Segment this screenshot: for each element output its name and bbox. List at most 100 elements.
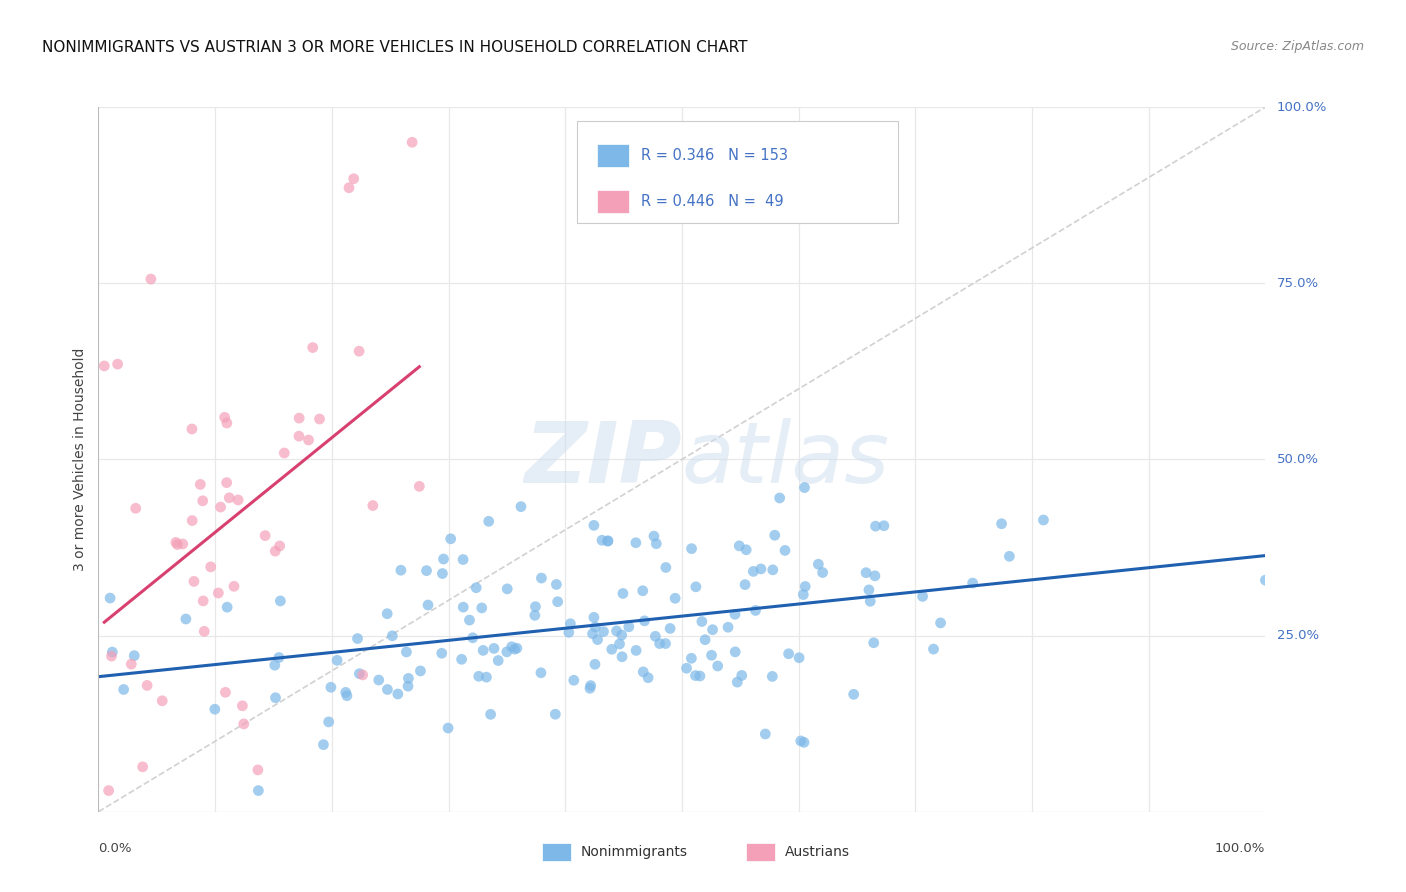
Point [468,669,491,683]
Point [395,645,418,659]
Point [440,532,463,546]
Point [409,664,432,678]
Point [416,598,439,612]
Point [471,601,494,615]
Point [432,566,454,581]
Point [288,411,311,425]
Point [101,645,124,659]
Point [778,647,800,661]
Bar [747,844,775,861]
Text: Austrians: Austrians [785,845,849,859]
Point [734,577,756,591]
Point [246,763,269,777]
Point [122,648,145,663]
Point [312,738,335,752]
Point [98,591,121,605]
Point [761,669,783,683]
Point [842,687,865,701]
Point [562,673,585,688]
Point [744,603,766,617]
Point [451,600,474,615]
Point [962,576,984,591]
Point [136,678,159,692]
Point [685,668,707,682]
Point [659,622,682,636]
Point [495,645,517,659]
Text: 50.0%: 50.0% [1277,453,1319,466]
Point [617,620,640,634]
Point [479,707,502,722]
Point [472,643,495,657]
Point [165,535,187,549]
Point [990,516,1012,531]
Point [209,500,232,514]
Point [693,632,716,647]
Text: R = 0.446   N =  49: R = 0.446 N = 49 [641,194,783,209]
Point [269,539,291,553]
Point [112,682,135,697]
Point [579,681,602,696]
Point [546,577,568,591]
Point [346,632,368,646]
Point [297,433,319,447]
Point [335,685,357,699]
Point [437,721,460,735]
Point [530,571,553,585]
Point [690,615,713,629]
Point [263,658,285,673]
Point [150,694,173,708]
Point [706,659,728,673]
Y-axis label: 3 or more Vehicles in Household: 3 or more Vehicles in Household [73,348,87,571]
Point [396,679,419,693]
Point [501,640,523,654]
Point [637,671,659,685]
Point [790,734,813,748]
Point [633,614,655,628]
Point [486,653,509,667]
Point [717,620,740,634]
Point [591,533,613,548]
Point [1254,573,1277,587]
Point [648,636,671,650]
Point [269,594,291,608]
Point [478,514,501,528]
Point [254,528,277,542]
Point [811,566,834,580]
Text: 25.0%: 25.0% [1277,629,1319,642]
Point [415,564,437,578]
Point [214,685,236,699]
Point [396,672,419,686]
Point [482,641,505,656]
Point [582,518,605,533]
Point [215,416,238,430]
Point [859,594,882,608]
Text: 75.0%: 75.0% [1277,277,1319,290]
Point [188,477,211,491]
Point [200,559,222,574]
Point [288,429,311,443]
Point [624,535,647,549]
Point [226,493,249,508]
Point [544,707,567,722]
Point [191,594,214,608]
Point [326,653,349,667]
Point [702,623,724,637]
Point [592,624,614,639]
Point [214,410,236,425]
Point [689,669,711,683]
Point [458,613,481,627]
Point [204,702,226,716]
Point [582,610,605,624]
Point [267,650,290,665]
Point [724,645,747,659]
Point [610,628,633,642]
Point [451,552,474,566]
Point [191,493,214,508]
Point [560,616,582,631]
Point [700,648,723,663]
Point [430,646,453,660]
Point [547,595,569,609]
Text: atlas: atlas [682,417,890,501]
Point [681,541,703,556]
Point [496,582,519,596]
